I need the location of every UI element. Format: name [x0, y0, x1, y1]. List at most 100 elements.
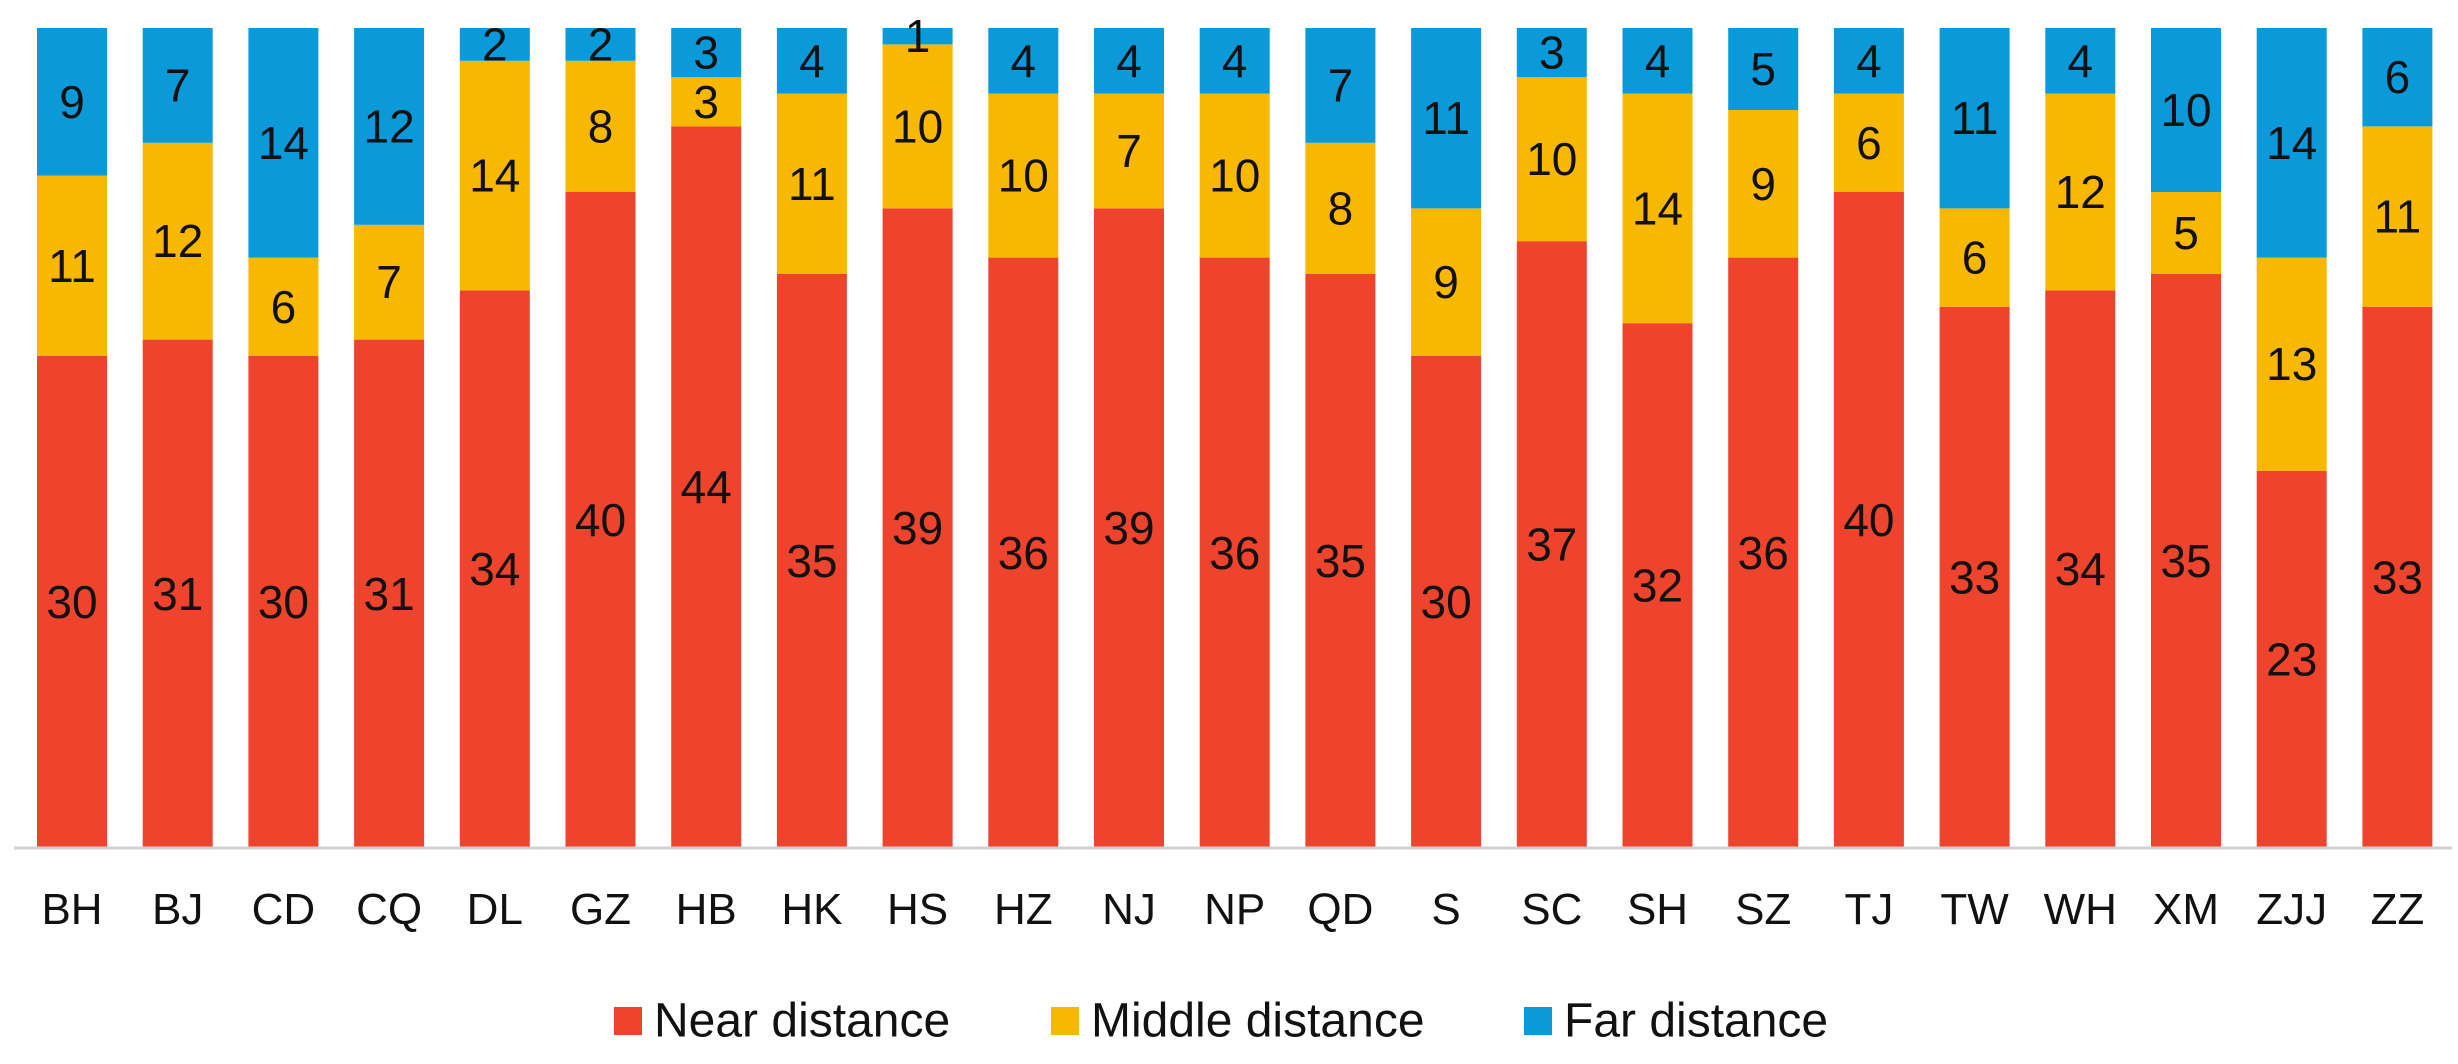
- data-label-hk-s2: 4: [799, 35, 825, 87]
- x-tick-label-bh: BH: [41, 885, 102, 934]
- bar-segment-hs-s2: [882, 28, 953, 45]
- data-label-bh-s0: 30: [46, 576, 97, 628]
- data-label-bh-s2: 9: [59, 76, 85, 128]
- x-tick-label-wh: WH: [2044, 885, 2117, 934]
- bar-segment-xm-s2: [2151, 28, 2221, 192]
- bar-segment-hz-s1: [988, 93, 1059, 258]
- bar-segment-bj-s1: [142, 142, 213, 340]
- data-label-wh-s2: 4: [2068, 35, 2094, 87]
- data-label-dl-s2: 2: [482, 18, 508, 70]
- data-label-sc-s2: 3: [1539, 27, 1565, 79]
- bar-segment-cd-s0: [248, 356, 319, 848]
- data-label-sh-s2: 4: [1645, 35, 1671, 87]
- x-tick-label-qd: QD: [1307, 885, 1373, 934]
- bar-segment-hs-s1: [882, 44, 953, 209]
- data-label-cd-s0: 30: [258, 576, 309, 628]
- bar-segment-sc-s2: [1516, 28, 1587, 78]
- x-tick-label-np: NP: [1204, 885, 1265, 934]
- bar-segment-zz-s2: [2362, 28, 2433, 127]
- legend-swatch-s0: [614, 1007, 642, 1035]
- x-tick-label-s: S: [1431, 885, 1460, 934]
- x-tick-label-zjj: ZJJ: [2256, 885, 2327, 934]
- bar-segment-qd-s1: [1305, 142, 1376, 274]
- x-tick-label-sc: SC: [1521, 885, 1582, 934]
- data-label-nj-s1: 7: [1116, 125, 1142, 177]
- data-label-zjj-s1: 13: [2266, 338, 2317, 390]
- bar-segment-bh-s1: [37, 175, 107, 356]
- bar-segment-s-s1: [1411, 208, 1482, 356]
- data-label-tj-s1: 6: [1856, 117, 1882, 169]
- x-tick-label-tw: TW: [1940, 885, 2009, 934]
- bar-segment-nj-s2: [1094, 28, 1164, 94]
- bar-segment-hk-s1: [776, 93, 847, 274]
- bar-segment-qd-s0: [1305, 274, 1376, 848]
- data-label-tw-s1: 6: [1962, 232, 1988, 284]
- data-label-hb-s1: 3: [693, 76, 719, 128]
- data-label-sz-s2: 5: [1750, 43, 1776, 95]
- bar-segment-wh-s1: [2045, 93, 2116, 291]
- bar-segment-nj-s1: [1094, 93, 1164, 209]
- data-label-cd-s2: 14: [258, 117, 309, 169]
- data-label-xm-s1: 5: [2173, 207, 2199, 259]
- bar-segment-s-s2: [1411, 28, 1482, 209]
- data-label-wh-s0: 34: [2055, 543, 2106, 595]
- data-label-sz-s0: 36: [1738, 527, 1789, 579]
- bar-segment-zjj-s0: [2256, 470, 2327, 848]
- data-label-hs-s0: 39: [892, 502, 943, 554]
- bar-segment-tj-s2: [1833, 28, 1904, 94]
- data-label-dl-s0: 34: [469, 543, 520, 595]
- bar-segment-cq-s0: [354, 339, 425, 848]
- data-label-zz-s2: 6: [2385, 51, 2411, 103]
- bar-segment-sh-s1: [1622, 93, 1693, 324]
- bar-segment-sz-s0: [1728, 257, 1799, 849]
- bar-segment-hb-s1: [671, 77, 742, 127]
- bar-segment-hk-s2: [776, 28, 847, 94]
- bar-segment-sc-s0: [1516, 241, 1587, 848]
- data-label-tj-s0: 40: [1843, 494, 1894, 546]
- x-tick-label-hk: HK: [781, 885, 842, 934]
- bar-segment-hk-s0: [776, 274, 847, 848]
- data-label-dl-s1: 14: [469, 150, 520, 202]
- legend-item-s1: Middle distance: [1051, 995, 1425, 1048]
- bar-segment-tj-s0: [1833, 192, 1904, 848]
- bar-segment-xm-s1: [2151, 192, 2221, 274]
- bar-segment-hz-s2: [988, 28, 1059, 94]
- bar-segment-tw-s1: [1939, 208, 2010, 307]
- bar-segment-hb-s0: [671, 126, 742, 848]
- data-label-s-s2: 11: [1422, 92, 1470, 144]
- bar-segment-zz-s1: [2362, 126, 2433, 307]
- bar-segment-wh-s2: [2045, 28, 2116, 94]
- bar-segment-np-s1: [1199, 93, 1270, 258]
- bar-segment-sh-s0: [1622, 323, 1693, 848]
- bars-group: [37, 28, 2433, 849]
- data-label-cq-s2: 12: [364, 100, 415, 152]
- data-label-wh-s1: 12: [2055, 166, 2106, 218]
- data-label-s-s1: 9: [1433, 256, 1459, 308]
- data-label-gz-s2: 2: [588, 18, 614, 70]
- x-tick-label-xm: XM: [2153, 885, 2219, 934]
- data-labels-group: 3011931127306143171234142408244333511439…: [46, 10, 2423, 685]
- data-label-bj-s2: 7: [165, 59, 191, 111]
- data-label-tw-s0: 33: [1949, 551, 2000, 603]
- bar-segment-dl-s0: [459, 290, 530, 848]
- bar-segment-dl-s1: [459, 60, 530, 291]
- data-label-hs-s1: 10: [892, 100, 943, 152]
- data-label-bj-s1: 12: [152, 215, 203, 267]
- legend-swatch-s1: [1051, 1007, 1079, 1035]
- data-label-np-s1: 10: [1209, 150, 1260, 202]
- bar-segment-tw-s0: [1939, 306, 2010, 848]
- data-label-hk-s0: 35: [786, 535, 837, 587]
- bar-segment-bj-s2: [142, 28, 213, 143]
- data-label-qd-s2: 7: [1328, 59, 1354, 111]
- bar-segment-wh-s0: [2045, 290, 2116, 848]
- x-tick-label-hs: HS: [887, 885, 948, 934]
- data-label-tj-s2: 4: [1856, 35, 1882, 87]
- x-tick-label-bj: BJ: [152, 885, 203, 934]
- bar-segment-np-s0: [1199, 257, 1270, 849]
- x-tick-label-cq: CQ: [356, 885, 422, 934]
- x-tick-label-tj: TJ: [1844, 885, 1893, 934]
- bar-segment-nj-s0: [1094, 208, 1164, 848]
- data-label-np-s0: 36: [1209, 527, 1260, 579]
- x-tick-label-sh: SH: [1627, 885, 1688, 934]
- bar-segment-zjj-s2: [2256, 28, 2327, 258]
